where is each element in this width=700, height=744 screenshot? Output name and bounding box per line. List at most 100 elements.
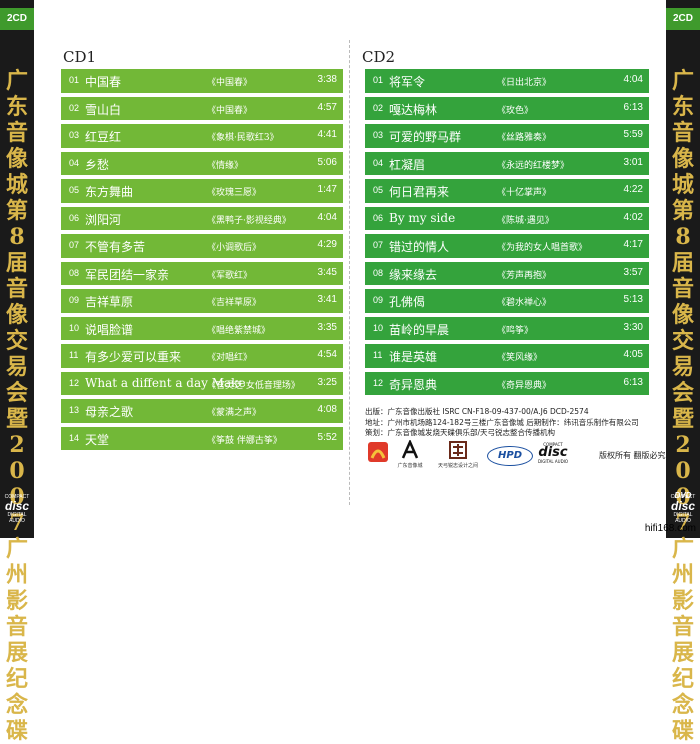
guangdong-audio-city-logo: 广东音像城 (395, 438, 425, 469)
track-title: 何日君再来 (389, 185, 450, 199)
cd2-track-row: 01 将军令 《日出北京》 4:04 (365, 69, 649, 93)
cd1-track-row: 09 吉祥草原 《吉祥草原》 3:41 (61, 289, 343, 313)
track-album: 《鸣筝》 (497, 325, 534, 336)
track-album: 《官灵芝·女低音理场》 (207, 380, 300, 391)
track-duration: 4:54 (317, 349, 337, 360)
compact-disc-logo-bottom-right: DIGITAL AUDIO (673, 512, 693, 524)
track-title: 雪山白 (85, 102, 122, 117)
track-album: 《小调歌后》 (207, 243, 262, 253)
track-duration: 3:41 (317, 294, 337, 305)
track-duration: 3:45 (317, 266, 337, 278)
guangdong-audio-logo (365, 440, 391, 466)
track-number: 09 (69, 295, 80, 305)
track-title: 苗岭的早晨 (389, 322, 450, 337)
track-album: 《永远的红楼梦》 (497, 160, 570, 171)
track-number: 07 (373, 240, 384, 250)
cd2-track-row: 11 谁是英雄 《笑风缘》 4:05 (365, 344, 649, 368)
compact-disc-logo-word: disc (4, 499, 29, 513)
cd2-track-row: 10 苗岭的早晨 《鸣筝》 3:30 (365, 316, 649, 340)
spine-tab-label: 2CD (0, 8, 34, 30)
track-title: 错过的情人 (389, 240, 450, 254)
track-number: 09 (373, 295, 384, 305)
cd2-heading: CD2 (362, 48, 396, 66)
track-title: 缘来缘去 (389, 267, 438, 282)
compact-disc-logo-word-right: disc (670, 499, 695, 513)
credits-block: 出版：广东音像出版社 ISRC CN-F18-09-437-00/A.J6 DC… (365, 407, 665, 439)
track-duration: 4:04 (317, 211, 337, 223)
cd2-track-row: 02 嘎达梅林 《玫色》 6:13 (365, 96, 649, 120)
track-duration: 4:02 (623, 211, 643, 223)
track-number: 08 (69, 267, 80, 278)
track-album: 《情缘》 (207, 160, 244, 171)
track-duration: 3:35 (317, 321, 337, 333)
track-album: 《蒙满之声》 (207, 408, 262, 418)
track-title: 杠凝眉 (389, 157, 426, 172)
track-title: 孔佛偈 (389, 295, 426, 309)
track-album: 《中国春》 (207, 105, 253, 116)
cd2-track-row: 09 孔佛偈 《碧水禅心》 5:13 (365, 289, 649, 313)
track-album: 《日出北京》 (497, 78, 552, 88)
track-album: 《对唱红》 (207, 353, 253, 363)
track-number: 11 (69, 350, 79, 360)
track-number: 04 (69, 157, 80, 168)
track-album: 《军歌红》 (207, 270, 253, 281)
credits-publisher: 出版：广东音像出版社 ISRC CN-F18-09-437-00/A.J6 DC… (365, 407, 589, 416)
tiangong-logo: 天弓锐志设计之间 (435, 440, 481, 469)
cd1-tracklist: 01 中国春 《中国春》 3:38 02 雪山白 《中国春》 4:57 03 红豆红 《象棋·民歌红… (61, 69, 343, 454)
track-number: 04 (373, 157, 384, 168)
cd2-track-row: 07 错过的情人 《为我的女人唱首歌》 4:17 (365, 234, 649, 258)
track-number: 13 (69, 405, 80, 415)
track-album: 《唱绝紫禁城》 (207, 325, 271, 336)
right-spine: 2CD 广东音像城第8届音像交易会暨2007广州影音展纪念碟 DVD COMPA… (666, 0, 700, 744)
track-title: 有多少爱可以重来 (85, 350, 182, 364)
track-number: 02 (69, 102, 80, 113)
track-album: 《黑鸭子·影视经典》 (207, 215, 291, 226)
track-title: 嘎达梅林 (389, 102, 438, 117)
track-title: 母亲之歌 (85, 405, 134, 419)
track-duration: 4:41 (317, 129, 337, 140)
track-number: 08 (373, 267, 384, 278)
track-duration: 1:47 (317, 184, 337, 195)
track-title: 奇异恩典 (389, 377, 438, 392)
track-duration: 4:04 (623, 74, 643, 85)
track-title: 天堂 (85, 432, 110, 447)
track-title: 红豆红 (85, 130, 122, 144)
compact-disc-logo-right: COMPACT disc DIGITAL AUDIO (668, 494, 698, 524)
track-album: 《为我的女人唱首歌》 (497, 243, 588, 253)
cd1-track-row: 06 浏阳河 《黑鸭子·影视经典》 4:04 (61, 206, 343, 230)
cd2-track-row: 12 奇异恩典 《奇异恩典》 6:13 (365, 371, 649, 395)
track-number: 14 (69, 432, 80, 443)
guangdong-audio-logo-icon (368, 442, 388, 462)
cd1-track-row: 08 军民团结一家亲 《军歌红》 3:45 (61, 261, 343, 285)
track-album: 《中国春》 (207, 78, 253, 88)
track-number: 05 (373, 185, 384, 195)
compact-disc-footer-top: COMPACT (543, 442, 563, 447)
cd1-track-row: 01 中国春 《中国春》 3:38 (61, 69, 343, 93)
track-duration: 6:13 (623, 101, 643, 113)
track-number: 06 (373, 212, 384, 223)
compact-disc-logo-bottom: DIGITAL AUDIO (7, 512, 27, 524)
track-title: 谁是英雄 (389, 350, 438, 364)
credits-address: 地址：广州市机场路124-182号三楼广东音像城 后期制作：纬讯音乐制作有限公司 (365, 417, 639, 427)
track-number: 06 (69, 212, 80, 223)
track-number: 01 (69, 75, 80, 85)
compact-disc-logo: COMPACT disc DIGITAL AUDIO (2, 494, 32, 524)
track-duration: 5:13 (623, 294, 643, 305)
track-album: 《十亿掌声》 (497, 188, 552, 198)
track-number: 03 (373, 130, 384, 140)
fold-divider (349, 40, 351, 505)
compact-disc-logo-top: COMPACT (4, 494, 30, 500)
track-title: By my side (389, 210, 456, 225)
track-duration: 3:01 (623, 156, 643, 168)
track-album: 《象棋·民歌红3》 (207, 133, 279, 143)
track-album: 《笑风缘》 (497, 353, 543, 363)
track-number: 05 (69, 185, 80, 195)
track-number: 12 (373, 377, 384, 388)
track-number: 01 (373, 75, 384, 85)
cd2-track-row: 03 可爱的野马群 《丝路雅奏》 5:59 (365, 124, 649, 148)
cd1-track-row: 04 乡愁 《情缘》 5:06 (61, 151, 343, 175)
cd1-track-row: 05 东方舞曲 《玫瑰三愿》 1:47 (61, 179, 343, 203)
cd1-track-row: 03 红豆红 《象棋·民歌红3》 4:41 (61, 124, 343, 148)
track-number: 11 (373, 350, 383, 360)
compact-disc-footer-bottom: DIGITAL AUDIO (538, 459, 568, 464)
